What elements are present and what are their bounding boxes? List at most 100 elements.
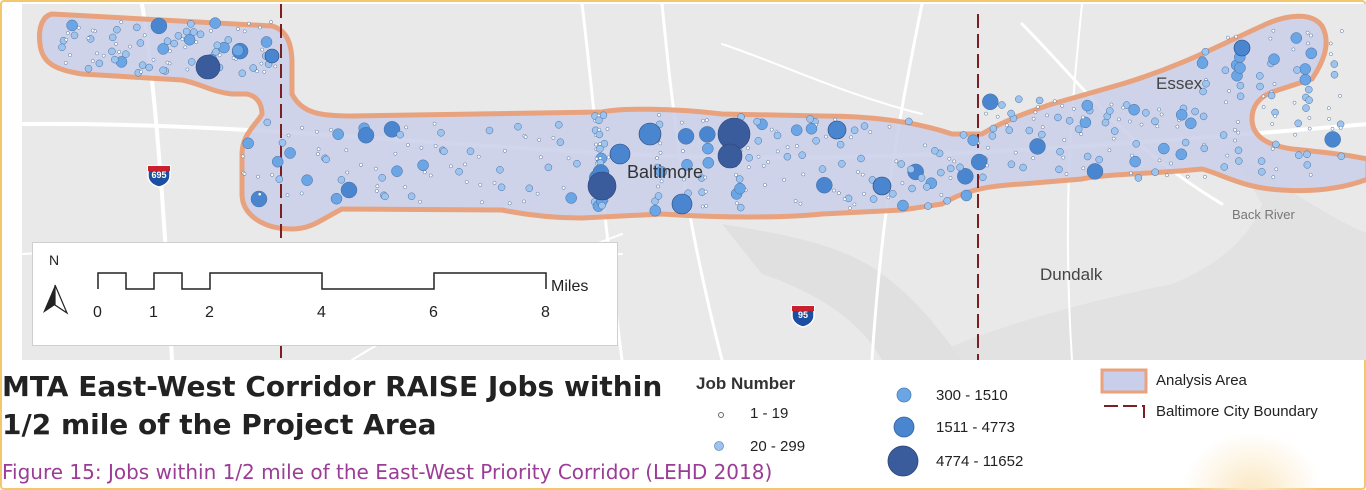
job-point <box>1294 119 1302 128</box>
job-point <box>735 201 739 206</box>
job-point <box>404 125 409 130</box>
job-point <box>284 147 296 159</box>
job-point <box>655 156 659 160</box>
job-point <box>923 183 931 191</box>
job-point <box>212 48 220 56</box>
job-point <box>894 159 899 164</box>
job-point <box>1305 96 1313 104</box>
job-point <box>1257 157 1266 165</box>
job-point <box>240 154 245 159</box>
job-point <box>1256 72 1264 80</box>
job-point <box>1083 152 1092 161</box>
job-point <box>480 200 484 205</box>
job-point <box>1055 165 1063 174</box>
job-point <box>798 151 806 159</box>
job-point <box>595 116 603 125</box>
job-point <box>1074 125 1083 133</box>
job-point <box>1061 155 1066 160</box>
job-point <box>1272 82 1277 86</box>
job-point <box>381 192 389 201</box>
job-point <box>65 31 70 35</box>
job-point <box>982 93 999 111</box>
job-point <box>1305 85 1313 94</box>
job-point <box>947 156 952 161</box>
job-point-large <box>638 122 662 146</box>
job-point <box>747 165 751 170</box>
interstate-shield-695: 695 <box>146 162 172 188</box>
job-point <box>1329 52 1333 57</box>
job-point <box>745 154 753 162</box>
job-point <box>775 149 780 154</box>
job-point <box>1324 131 1341 148</box>
job-point <box>1110 127 1119 135</box>
job-point-large <box>195 54 221 80</box>
job-point <box>984 111 988 116</box>
job-point <box>217 53 222 58</box>
job-point <box>907 165 915 174</box>
scale-tick-labels: 0 1 2 4 6 8 <box>93 304 550 321</box>
job-point <box>842 197 847 201</box>
job-point <box>273 64 278 69</box>
job-point <box>1256 82 1264 91</box>
job-point <box>128 44 132 49</box>
road <box>721 43 923 115</box>
job-point <box>849 135 853 140</box>
job-point <box>761 163 766 168</box>
job-point <box>190 28 198 36</box>
job-point <box>923 143 927 148</box>
job-point <box>407 192 416 201</box>
job-point <box>1151 168 1159 176</box>
job-point <box>90 28 95 33</box>
job-point <box>1272 140 1280 149</box>
job-point <box>478 182 483 187</box>
job-point <box>1185 174 1190 179</box>
job-point <box>1293 66 1301 74</box>
scale-bar-graphic: N 0 1 2 4 6 8 Miles <box>43 252 588 321</box>
job-point <box>136 39 145 47</box>
job-point <box>1268 53 1280 65</box>
job-point <box>165 60 170 65</box>
job-point <box>900 181 905 186</box>
job-point <box>1121 105 1126 110</box>
job-point <box>1302 104 1310 112</box>
job-point <box>383 121 401 138</box>
job-point <box>769 127 774 132</box>
job-point <box>391 165 403 177</box>
job-point <box>256 174 260 179</box>
job-point <box>1127 119 1132 124</box>
legend-label-class-5: 4774 - 11652 <box>936 453 1024 470</box>
job-point <box>1338 125 1343 130</box>
legend-label-class-3: 300 - 1510 <box>936 387 1008 404</box>
job-point <box>1056 147 1064 156</box>
job-point <box>182 27 191 36</box>
job-point <box>263 118 272 127</box>
job-point <box>64 37 69 42</box>
job-point <box>1233 127 1237 132</box>
job-point <box>1236 120 1240 124</box>
job-point <box>70 31 79 40</box>
job-point <box>1109 102 1114 107</box>
job-point <box>111 55 119 64</box>
north-label: N <box>49 252 59 268</box>
job-point <box>68 53 72 58</box>
job-point <box>357 126 375 144</box>
job-point <box>119 20 124 24</box>
legend-label-class-4: 1511 - 4773 <box>936 419 1015 436</box>
job-point <box>231 56 236 60</box>
job-point <box>833 117 838 122</box>
job-point <box>396 130 404 139</box>
job-point <box>1234 146 1243 155</box>
decorative-glow <box>1182 432 1322 490</box>
job-point <box>538 155 543 160</box>
job-point <box>734 182 746 195</box>
job-point <box>183 33 196 46</box>
job-point <box>340 181 358 199</box>
job-point <box>1157 158 1162 163</box>
job-point <box>1307 126 1312 131</box>
job-point <box>255 69 259 74</box>
job-point <box>905 117 913 126</box>
job-point <box>1169 161 1173 166</box>
job-point <box>514 122 522 131</box>
job-point <box>1013 150 1018 155</box>
job-point <box>1290 32 1303 44</box>
